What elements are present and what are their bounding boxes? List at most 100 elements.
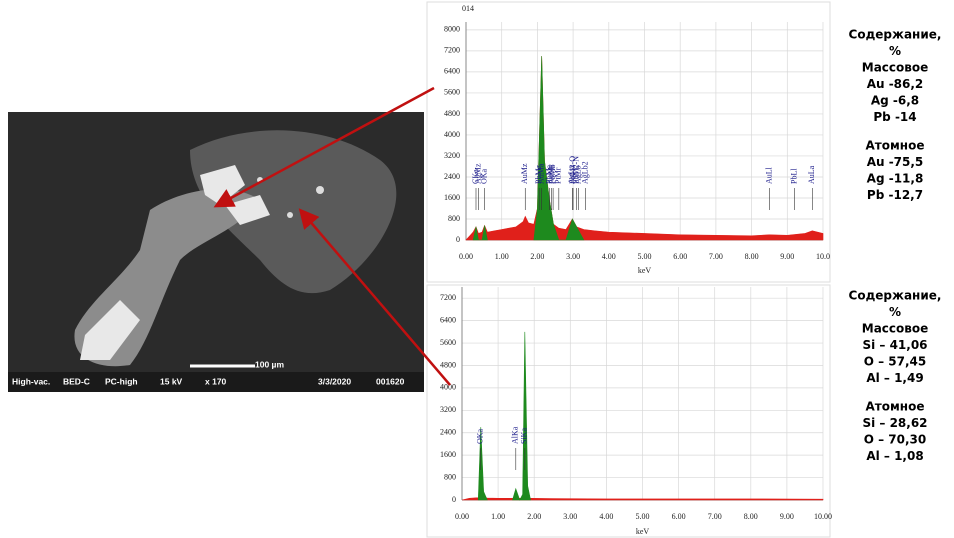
chart-title: 014 bbox=[462, 4, 474, 13]
peak-label: PbM3-O bbox=[568, 156, 577, 184]
scale-bar-label: 100 µm bbox=[255, 359, 284, 369]
x-tick-label: 10.0 bbox=[816, 252, 830, 261]
y-tick-label: 800 bbox=[448, 214, 460, 223]
x-tick-label: 7.00 bbox=[709, 252, 723, 261]
composition-line: Al – 1,49 bbox=[866, 371, 923, 385]
x-tick-label: 3.00 bbox=[566, 252, 580, 261]
composition-line: Si – 28,62 bbox=[862, 416, 927, 430]
x-tick-label: 0.00 bbox=[459, 252, 473, 261]
spectrum-area bbox=[477, 331, 531, 501]
sem-caption: High-vac. bbox=[12, 376, 50, 386]
x-tick-label: 0.00 bbox=[455, 512, 469, 521]
peak-label: PbMz bbox=[534, 164, 543, 184]
peak-label: AgLb bbox=[573, 165, 582, 184]
y-tick-label: 1600 bbox=[440, 450, 456, 459]
peak-label: AuLl bbox=[764, 166, 773, 184]
composition-line: Содержание, bbox=[849, 289, 942, 303]
peak-label: AgLa bbox=[567, 165, 576, 184]
composition-line: Pb -14 bbox=[873, 110, 916, 124]
y-tick-label: 2400 bbox=[444, 172, 460, 181]
sem-caption: 3/3/2020 bbox=[318, 376, 351, 386]
y-tick-label: 1600 bbox=[444, 193, 460, 202]
y-tick-label: 7200 bbox=[444, 46, 460, 55]
y-tick-label: 0 bbox=[452, 495, 456, 504]
composition-line: O – 57,45 bbox=[864, 355, 927, 369]
sem-caption: BED-C bbox=[63, 376, 90, 386]
y-tick-label: 3200 bbox=[440, 405, 456, 414]
peak-label: PbMb bbox=[548, 164, 557, 184]
peak-label: OKa bbox=[479, 168, 488, 184]
composition-line: Pb -12,7 bbox=[867, 188, 923, 202]
composition-line: Ag -6,8 bbox=[871, 94, 919, 108]
composition-line: O – 70,30 bbox=[864, 433, 927, 447]
y-tick-label: 7200 bbox=[440, 293, 456, 302]
x-tick-label: 6.00 bbox=[673, 252, 687, 261]
composition-line: Атомное bbox=[866, 139, 925, 153]
x-tick-label: 4.00 bbox=[599, 512, 613, 521]
composition-line: Массовое bbox=[862, 61, 929, 75]
composition-line: Au -86,2 bbox=[867, 77, 924, 91]
peak-label: OKa bbox=[476, 428, 485, 444]
x-tick-label: 1.00 bbox=[491, 512, 505, 521]
peak-label: PbLl bbox=[789, 168, 798, 184]
y-tick-label: 4000 bbox=[440, 383, 456, 392]
y-tick-label: 5600 bbox=[440, 338, 456, 347]
composition-line: Ag -11,8 bbox=[867, 172, 924, 186]
x-tick-label: 8.00 bbox=[744, 512, 758, 521]
composition-line: Al – 1,08 bbox=[866, 449, 923, 463]
sem-caption: PC-high bbox=[105, 376, 138, 386]
x-tick-label: 2.00 bbox=[527, 512, 541, 521]
peak-label: CKa bbox=[471, 169, 480, 184]
y-tick-label: 0 bbox=[456, 235, 460, 244]
composition-line: Атомное bbox=[866, 400, 925, 414]
x-tick-label: 3.00 bbox=[563, 512, 577, 521]
sem-caption: 15 kV bbox=[160, 376, 183, 386]
composition-line: Содержание, bbox=[849, 28, 942, 42]
x-tick-label: 9.00 bbox=[780, 252, 794, 261]
composition-line: Au -75,5 bbox=[867, 155, 924, 169]
x-tick-label: 4.00 bbox=[602, 252, 616, 261]
peak-label: AuMr bbox=[547, 164, 556, 184]
peak-label: AuMz bbox=[520, 163, 529, 184]
x-axis-label: keV bbox=[638, 266, 652, 275]
composition-line: % bbox=[889, 44, 901, 58]
peak-label: AuMa bbox=[537, 163, 546, 184]
y-tick-label: 5600 bbox=[444, 88, 460, 97]
x-tick-label: 8.00 bbox=[745, 252, 759, 261]
x-axis-label: keV bbox=[636, 527, 650, 536]
peak-label: PbM2-N bbox=[571, 156, 580, 184]
peak-label: PbMa bbox=[544, 164, 553, 184]
arrow bbox=[298, 208, 451, 386]
x-tick-label: 9.00 bbox=[780, 512, 794, 521]
x-tick-label: 10.00 bbox=[814, 512, 832, 521]
x-tick-label: 6.00 bbox=[672, 512, 686, 521]
peak-label: AgMz bbox=[473, 163, 482, 184]
peak-label: PtMr bbox=[554, 167, 563, 184]
composition-line: Si – 41,06 bbox=[862, 338, 927, 352]
sem-caption: x 170 bbox=[205, 376, 227, 386]
composition: Содержание,% Массовое Au -86,2 Ag -6,8 Pb -1… bbox=[849, 28, 942, 464]
arrow bbox=[213, 86, 435, 208]
peak-label: SiKa bbox=[520, 428, 529, 444]
composition-line: % bbox=[889, 305, 901, 319]
y-tick-label: 800 bbox=[444, 472, 456, 481]
y-tick-label: 8000 bbox=[444, 25, 460, 34]
x-tick-label: 2.00 bbox=[530, 252, 544, 261]
y-tick-label: 6400 bbox=[440, 315, 456, 324]
charts: 014 0 800 1600 2400 3200 4000 4800 5600 6400 7200 8… bbox=[440, 4, 832, 536]
composition-line: Массовое bbox=[862, 322, 929, 336]
y-tick-label: 2400 bbox=[440, 428, 456, 437]
spectrum-area bbox=[472, 56, 585, 241]
y-tick-label: 4800 bbox=[440, 360, 456, 369]
y-tick-label: 3200 bbox=[444, 151, 460, 160]
y-tick-label: 4000 bbox=[444, 130, 460, 139]
spectrum-panel bbox=[426, 284, 831, 538]
peak-label: AuLa bbox=[807, 165, 816, 184]
x-tick-label: 5.00 bbox=[636, 512, 650, 521]
x-tick-label: 5.00 bbox=[638, 252, 652, 261]
sem-image bbox=[8, 112, 424, 392]
peak-label: AlKa bbox=[511, 426, 520, 444]
x-tick-label: 1.00 bbox=[495, 252, 509, 261]
